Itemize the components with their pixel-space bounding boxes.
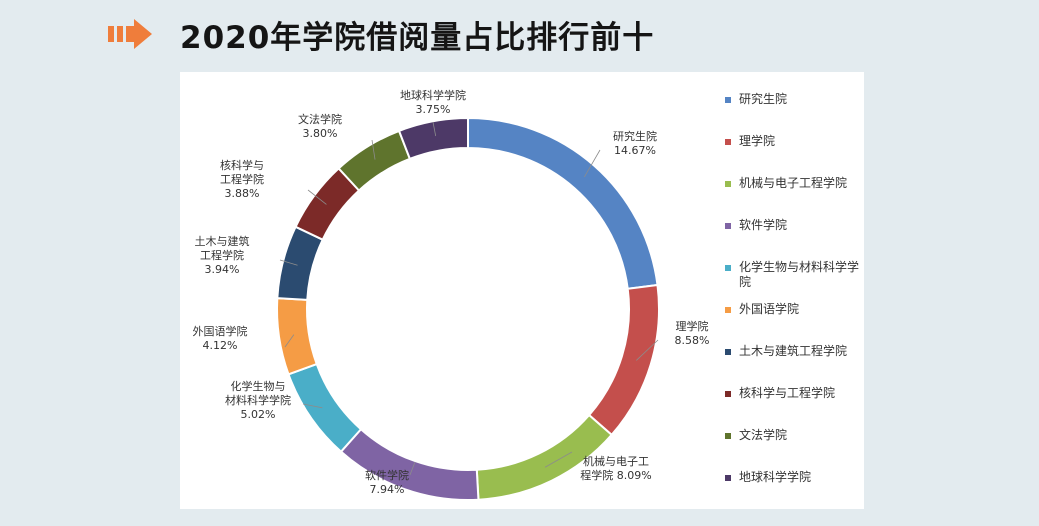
- donut-slice: [287, 362, 363, 454]
- donut-slice: [587, 283, 660, 437]
- legend-label: 地球科学学院: [739, 470, 812, 484]
- donut-slice: [397, 116, 469, 161]
- slice-label: 理学院 8.58%: [675, 319, 710, 347]
- legend-item: 外国语学院: [725, 302, 860, 344]
- legend-swatch: [725, 223, 731, 229]
- leader-line: [307, 189, 327, 205]
- legend-item: 软件学院: [725, 218, 860, 260]
- page-header: 2020年学院借阅量占比排行前十: [108, 14, 655, 56]
- leader-line: [584, 149, 601, 178]
- legend-label: 外国语学院: [739, 302, 800, 316]
- slice-label: 化学生物与材料科学学院 5.02%: [225, 379, 291, 421]
- page-title: 2020年学院借阅量占比排行前十: [180, 19, 655, 56]
- legend-label: 核科学与工程学院: [739, 386, 836, 400]
- slice-label: 土木与建筑工程学院 3.94%: [195, 234, 250, 276]
- chart-card: 研究生院 14.67% 理学院 8.58% 机械与电子工程学院 8.09% 软件学院 7.9…: [180, 72, 864, 509]
- donut-slice: [276, 225, 325, 301]
- legend-item: 理学院: [725, 134, 860, 176]
- slice-label: 地球科学学院 3.75%: [400, 88, 466, 116]
- leader-line: [544, 451, 573, 468]
- legend-item: 研究生院: [725, 92, 860, 134]
- legend-item: 机械与电子工程学院: [725, 176, 860, 218]
- slice-label: 机械与电子工程学院 8.09%: [580, 454, 651, 482]
- legend-swatch: [725, 139, 731, 145]
- donut-slice: [339, 427, 480, 501]
- legend-swatch: [725, 181, 731, 187]
- leader-line: [409, 461, 416, 476]
- legend-swatch: [725, 265, 731, 271]
- slice-label: 外国语学院 4.12%: [193, 324, 248, 352]
- legend-label: 研究生院: [739, 92, 788, 106]
- legend-swatch: [725, 391, 731, 397]
- slice-label: 软件学院 7.94%: [365, 468, 409, 496]
- legend-swatch: [725, 433, 731, 439]
- donut-chart: 研究生院 14.67% 理学院 8.58% 机械与电子工程学院 8.09% 软件学院 7.9…: [193, 88, 710, 501]
- legend-item: 文法学院: [725, 428, 860, 470]
- arrow-right-icon: [108, 19, 152, 49]
- chart-legend: 研究生院理学院机械与电子工程学院 软件学院化学生物与材料科学学院外国语学院土木与建…: [725, 92, 860, 512]
- leader-line: [636, 339, 659, 361]
- slice-label: 研究生院 14.67%: [613, 129, 657, 157]
- legend-swatch: [725, 475, 731, 481]
- legend-label: 理学院: [739, 134, 776, 148]
- legend-swatch: [725, 307, 731, 313]
- leader-line: [279, 259, 298, 266]
- slice-label: 核科学与工程学院 3.88%: [220, 158, 264, 200]
- leader-line: [371, 139, 376, 160]
- donut-slice: [276, 297, 318, 376]
- legend-item: 地球科学学院: [725, 470, 860, 512]
- legend-label: 化学生物与材料科学学院: [739, 260, 860, 289]
- legend-label: 机械与电子工程学院: [739, 176, 848, 190]
- legend-item: 核科学与工程学院: [725, 386, 860, 428]
- leader-line: [302, 403, 323, 409]
- legend-label: 土木与建筑工程学院: [739, 344, 848, 358]
- legend-label: 软件学院: [739, 218, 788, 232]
- legend-swatch: [725, 97, 731, 103]
- legend-item: 土木与建筑工程学院: [725, 344, 860, 386]
- leader-line: [284, 334, 295, 348]
- legend-label: 文法学院: [739, 428, 788, 442]
- legend-item: 化学生物与材料科学学院: [725, 260, 860, 302]
- slice-label: 文法学院 3.80%: [298, 112, 342, 140]
- legend-swatch: [725, 349, 731, 355]
- leader-line: [432, 121, 437, 137]
